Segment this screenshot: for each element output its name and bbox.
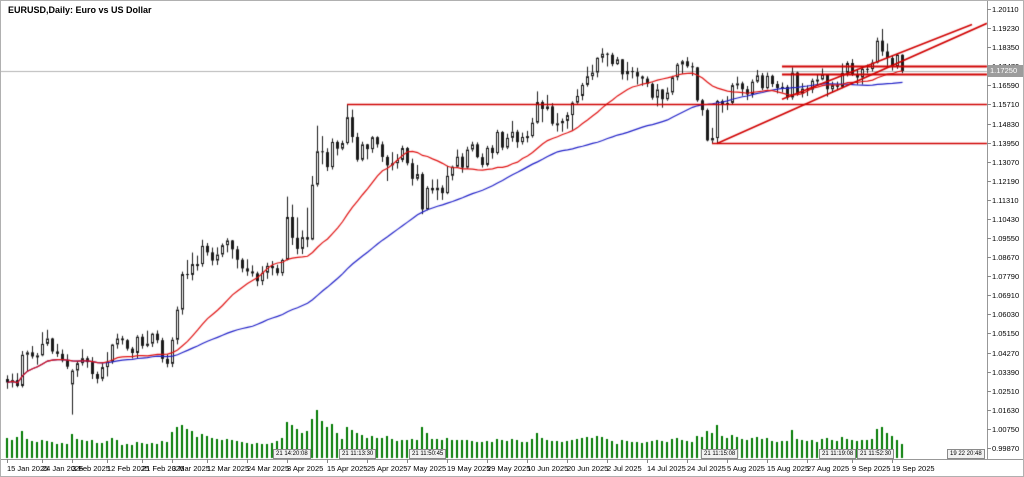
date-axis-label: 15 Apr 2025 [327,459,368,473]
price-axis-label: 1.02510 [986,386,1020,396]
price-axis-label: 1.18350 [986,43,1020,53]
date-axis[interactable]: 15 Jan 2025 24 Jan 2025 3 Feb 2025 12 Feb 2… [1,459,1023,476]
date-axis-label: 14 Jul 2025 [647,459,686,473]
date-axis-label: 10 Jun 2025 [527,459,569,473]
price-axis-label: 0.99870 [986,444,1020,453]
date-axis-label: 9 Sep 2025 [852,459,891,473]
date-axis-label: 15 Aug 2025 [767,459,810,473]
price-axis-label: 1.12190 [986,176,1020,186]
date-axis-label: 27 Aug 2025 [807,459,850,473]
price-axis-label: 1.10430 [986,214,1020,224]
price-axis-label: 1.05150 [986,329,1020,339]
date-axis-label: 12 Feb 2025 [107,459,150,473]
date-axis-label: 3 Apr 2025 [287,459,324,473]
price-axis-label: 1.20110 [987,5,1019,14]
date-axis-label: 19 May 2025 [447,459,491,473]
price-axis-label: 1.13950 [986,138,1020,148]
price-axis-label: 1.04270 [986,348,1020,358]
price-axis-label: 1.01630 [986,405,1020,415]
date-axis-label: 21 Feb 2025 [142,459,185,473]
price-axis-label: 1.00750 [986,424,1020,434]
date-axis-label: 15 Jan 2025 [7,459,49,473]
date-axis-label: 2 Jul 2025 [607,459,642,473]
date-axis-label: 20 Jun 2025 [567,459,609,473]
price-axis-label: 1.03390 [986,367,1020,377]
price-axis-label: 1.08670 [986,253,1020,263]
date-axis-label: 7 May 2025 [407,459,447,473]
price-axis-label: 1.11310 [987,195,1019,205]
price-axis-label: 1.16590 [986,81,1020,91]
price-axis-label: 1.09550 [986,234,1020,244]
date-axis-label: 3 Feb 2025 [72,459,110,473]
date-axis-label: 3 Mar 2025 [172,459,210,473]
current-price-label: 1.17250 [988,65,1023,78]
price-axis-label: 1.06030 [986,310,1020,320]
date-axis-label: 24 Mar 2025 [247,459,290,473]
date-axis-label: 24 Jan 2025 [42,459,84,473]
current-price-value: 1.17250 [990,66,1018,76]
price-axis-label: 1.19230 [986,24,1020,34]
price-axis-label: 1.15710 [986,100,1020,110]
date-axis-label: 29 May 2025 [487,459,531,473]
price-axis-label: 1.14830 [986,119,1020,129]
date-axis-label: 5 Aug 2025 [727,459,765,473]
date-axis-label: 25 Apr 2025 [367,459,408,473]
price-axis[interactable]: 1.201101.192301.183501.174701.165901.157… [986,1,1023,459]
price-axis-label: 1.07790 [986,272,1020,282]
price-axis-label: 1.13070 [986,157,1020,167]
chart-title: EURUSD,Daily: Euro vs US Dollar [8,5,152,15]
date-axis-label: 24 Jul 2025 [687,459,726,473]
date-axis-label: 12 Mar 2025 [207,459,250,473]
date-axis-label: 19 Sep 2025 [892,459,935,473]
price-axis-label: 1.06910 [986,291,1020,301]
